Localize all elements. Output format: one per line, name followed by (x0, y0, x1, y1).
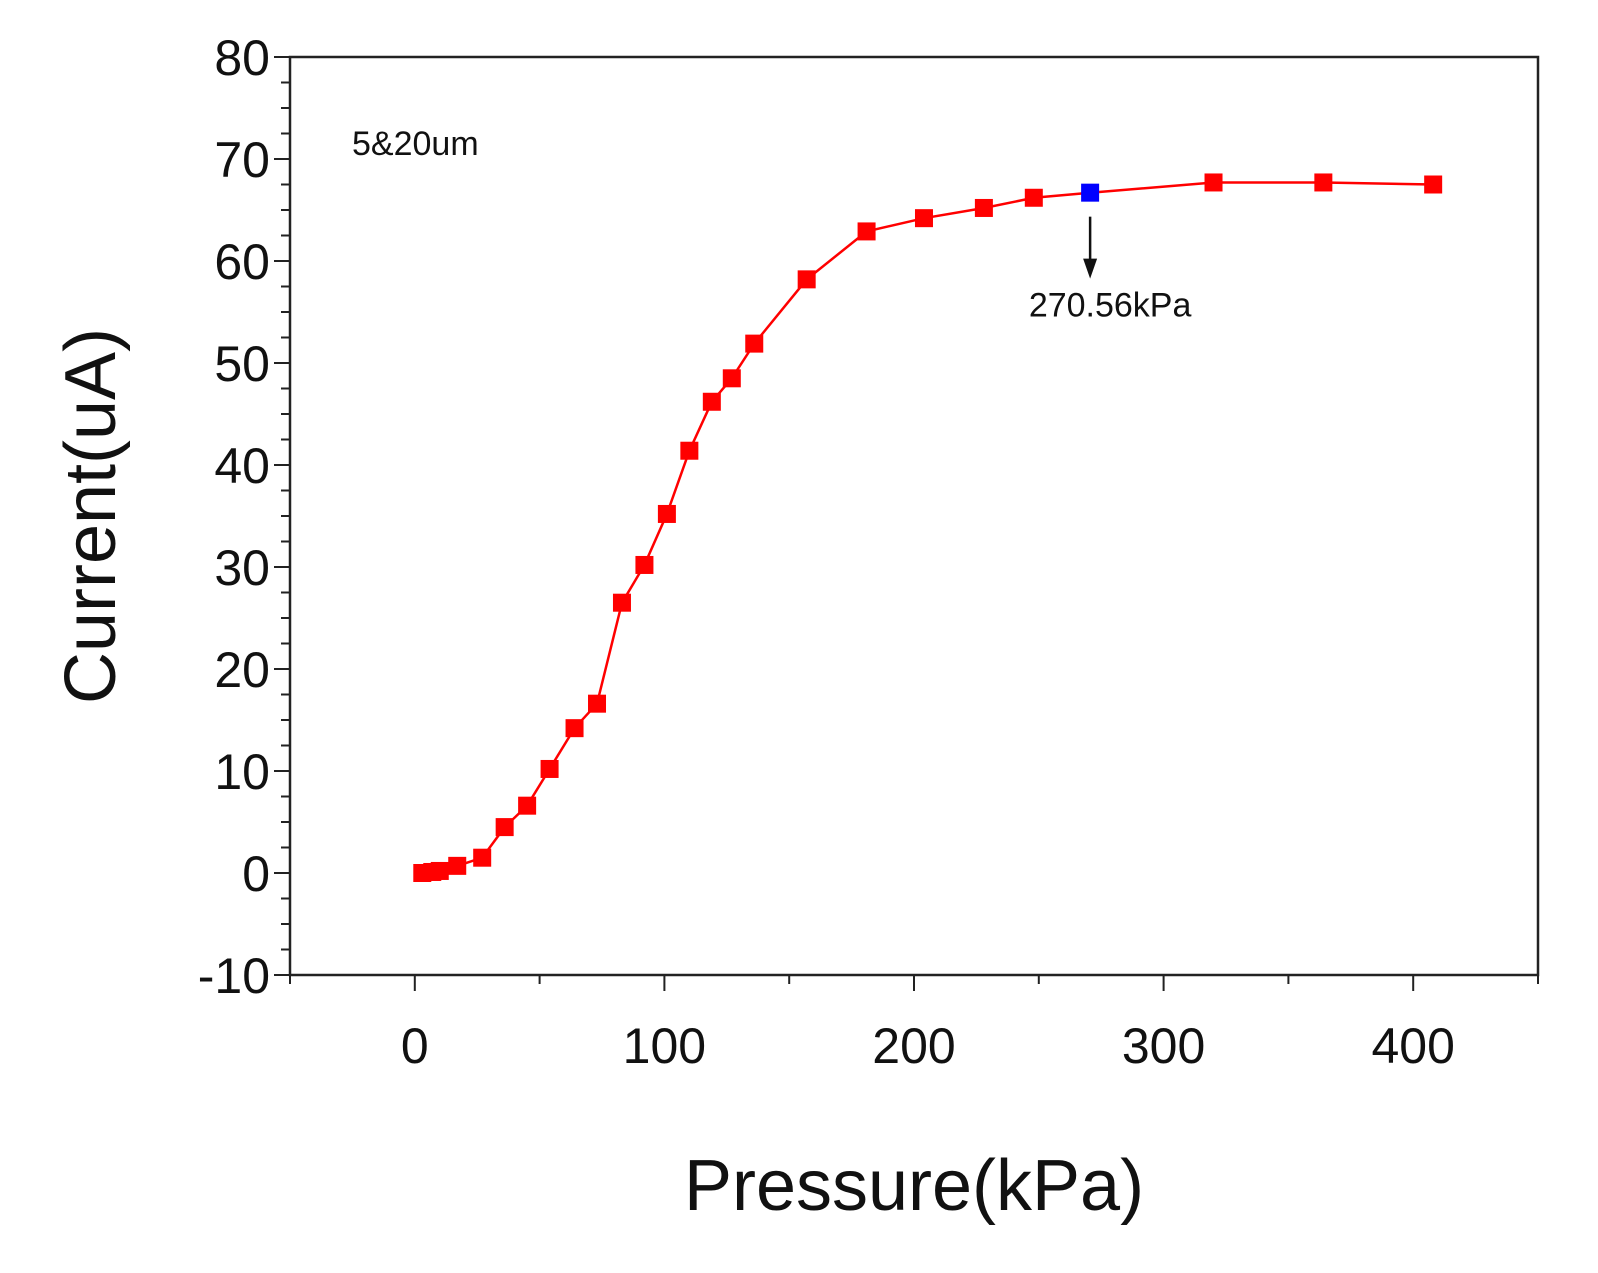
data-point (1204, 173, 1223, 192)
y-axis-ticks: -10 0 10 20 30 40 50 60 70 80 (198, 30, 290, 1004)
data-point (722, 369, 741, 388)
x-axis-title: Pressure(kPa) (684, 1146, 1144, 1226)
highlight-label: 270.56kPa (1029, 287, 1192, 325)
y-tick-label: 80 (214, 30, 270, 86)
data-point (702, 392, 721, 411)
y-tick-label: 20 (214, 642, 270, 698)
y-tick-label: 0 (242, 846, 270, 902)
x-tick-label: 400 (1371, 1018, 1454, 1074)
data-point (518, 796, 537, 815)
y-tick-label: 60 (214, 234, 270, 290)
x-tick-label: 100 (623, 1018, 706, 1074)
x-tick-label: 200 (872, 1018, 955, 1074)
data-point (495, 818, 514, 837)
y-tick-label: 10 (214, 744, 270, 800)
y-tick-label: -10 (198, 948, 270, 1004)
data-point (680, 441, 699, 460)
data-point (745, 334, 764, 353)
data-point (657, 504, 676, 523)
data-point (857, 222, 876, 241)
y-axis-title: Current(uA) (51, 328, 131, 704)
y-tick-label: 70 (214, 132, 270, 188)
series-line (422, 181, 1434, 875)
data-point (565, 719, 584, 738)
data-point (635, 555, 654, 574)
y-tick-label: 30 (214, 540, 270, 596)
data-point (914, 209, 933, 228)
data-point (1024, 188, 1043, 207)
series-markers (413, 173, 1443, 882)
y-tick-label: 50 (214, 336, 270, 392)
highlight-arrow-head (1083, 258, 1098, 279)
legend-annotation: 5&20um (352, 125, 479, 163)
annotations: 270.56kPa 5&20um (352, 125, 1191, 325)
x-axis-ticks: 0 100 200 300 400 (289, 975, 1539, 1074)
highlight-point (1081, 183, 1100, 202)
data-point (540, 759, 559, 778)
data-point (797, 270, 816, 289)
y-tick-label: 40 (214, 438, 270, 494)
data-point (612, 593, 631, 612)
data-point (448, 856, 467, 875)
series-lines (422, 181, 1434, 875)
data-point (588, 694, 607, 713)
x-tick-label: 0 (401, 1018, 429, 1074)
data-point (1314, 173, 1333, 192)
data-point (473, 848, 492, 867)
data-point (430, 861, 449, 880)
plot-frame (288, 55, 1540, 977)
data-point (1424, 175, 1443, 194)
x-tick-label: 300 (1122, 1018, 1205, 1074)
data-point (974, 198, 993, 217)
